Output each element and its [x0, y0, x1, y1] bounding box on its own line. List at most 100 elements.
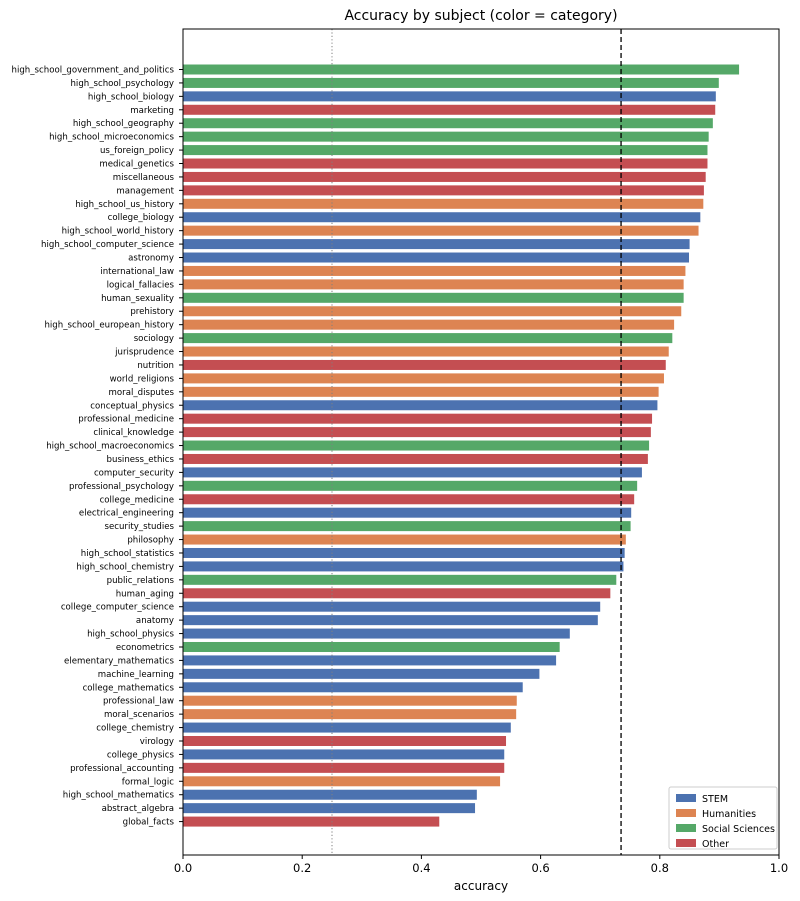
- bar-high_school_computer_science: [183, 239, 690, 250]
- y-tick-label: high_school_us_history: [75, 200, 174, 210]
- y-tick-label: high_school_chemistry: [76, 562, 174, 572]
- y-tick-label: econometrics: [116, 643, 175, 653]
- y-tick-label: college_mathematics: [83, 683, 175, 693]
- y-tick-label: anatomy: [136, 616, 174, 626]
- bar-high_school_government_and_politics: [183, 64, 740, 75]
- legend-label: Social Sciences: [702, 824, 775, 835]
- bar-public_relations: [183, 574, 617, 585]
- bar-professional_medicine: [183, 413, 653, 424]
- y-tick-label: sociology: [134, 334, 174, 344]
- bar-moral_disputes: [183, 386, 659, 397]
- y-tick-label: global_facts: [123, 818, 175, 828]
- bar-high_school_chemistry: [183, 561, 624, 572]
- bar-high_school_macroeconomics: [183, 440, 650, 451]
- bar-abstract_algebra: [183, 803, 476, 814]
- y-tick-label: professional_law: [103, 697, 174, 707]
- y-tick-label: public_relations: [107, 576, 175, 586]
- x-tick-label: 0.6: [531, 861, 549, 875]
- y-tick-label: electrical_engineering: [79, 509, 174, 519]
- y-tick-label: high_school_microeconomics: [49, 133, 174, 143]
- y-tick-label: management: [116, 186, 174, 196]
- bar-formal_logic: [183, 776, 501, 787]
- y-tick-label: high_school_physics: [87, 630, 174, 640]
- bar-miscellaneous: [183, 171, 706, 182]
- y-tick-label: high_school_biology: [88, 92, 174, 102]
- y-tick-label: high_school_macroeconomics: [46, 442, 174, 452]
- x-tick-label: 1.0: [770, 861, 788, 875]
- y-tick-label: logical_fallacies: [107, 280, 175, 290]
- legend-label: Other: [702, 839, 729, 850]
- y-tick-label: professional_psychology: [69, 482, 174, 492]
- legend-swatch-social-sciences: [676, 824, 696, 832]
- bar-college_computer_science: [183, 601, 601, 612]
- bar-elementary_mathematics: [183, 655, 557, 666]
- bar-professional_law: [183, 695, 517, 706]
- bar-high_school_mathematics: [183, 789, 477, 800]
- bar-logical_fallacies: [183, 279, 684, 290]
- bar-philosophy: [183, 534, 626, 545]
- bar-anatomy: [183, 615, 598, 626]
- x-tick-label: 0.8: [651, 861, 669, 875]
- y-tick-label: college_biology: [108, 213, 174, 223]
- bar-moral_scenarios: [183, 709, 517, 720]
- bar-sociology: [183, 333, 673, 344]
- y-tick-label: virology: [140, 737, 174, 747]
- y-tick-label: philosophy: [127, 536, 174, 546]
- x-axis-label: accuracy: [454, 879, 508, 893]
- x-axis-ticks: 0.0 0.2 0.4 0.6 0.8 1.0: [174, 855, 788, 875]
- bar-security_studies: [183, 521, 631, 532]
- bar-world_religions: [183, 373, 664, 384]
- y-tick-label: human_aging: [116, 589, 174, 599]
- bar-international_law: [183, 265, 686, 276]
- bar-electrical_engineering: [183, 507, 632, 518]
- y-tick-label: high_school_world_history: [62, 227, 174, 237]
- legend-swatch-other: [676, 839, 696, 847]
- y-tick-labels: high_school_government_and_politics high_…: [12, 66, 183, 828]
- legend-label: STEM: [702, 794, 728, 805]
- y-tick-label: professional_medicine: [78, 415, 174, 425]
- y-tick-label: marketing: [130, 106, 174, 116]
- y-tick-label: moral_scenarios: [104, 710, 174, 720]
- y-tick-label: conceptual_physics: [90, 401, 174, 411]
- bar-human_aging: [183, 588, 611, 599]
- y-tick-label: abstract_algebra: [102, 804, 174, 814]
- y-tick-label: business_ethics: [107, 455, 175, 465]
- bar-virology: [183, 736, 507, 746]
- bar-human_sexuality: [183, 292, 684, 303]
- legend-box: [668, 786, 778, 850]
- bar-global_facts: [183, 816, 440, 827]
- y-tick-label: jurisprudence: [114, 348, 174, 358]
- y-tick-label: college_medicine: [100, 495, 174, 505]
- y-tick-label: high_school_geography: [73, 119, 174, 129]
- bar-high_school_biology: [183, 91, 716, 102]
- y-tick-label: moral_disputes: [109, 388, 175, 398]
- y-tick-label: high_school_government_and_politics: [12, 66, 175, 76]
- bar-conceptual_physics: [183, 400, 658, 411]
- y-tick-label: college_computer_science: [61, 603, 174, 613]
- bar-computer_security: [183, 467, 642, 478]
- y-tick-label: astronomy: [128, 254, 174, 264]
- bar-high_school_physics: [183, 628, 570, 639]
- plot-frame: [182, 28, 780, 856]
- y-tick-label: high_school_european_history: [44, 321, 174, 331]
- y-tick-label: international_law: [100, 267, 174, 277]
- bar-prehistory: [183, 306, 682, 317]
- bar-high_school_world_history: [183, 225, 699, 236]
- bar-us_foreign_policy: [183, 145, 708, 156]
- bar-high_school_statistics: [183, 547, 625, 558]
- legend-swatch-humanities: [676, 809, 696, 817]
- legend-swatch-stem: [676, 794, 696, 802]
- y-tick-label: clinical_knowledge: [93, 428, 174, 438]
- y-tick-label: high_school_computer_science: [41, 240, 174, 250]
- bar-high_school_us_history: [183, 198, 704, 209]
- bar-econometrics: [183, 641, 560, 652]
- y-tick-label: high_school_mathematics: [63, 791, 175, 801]
- y-tick-label: elementary_mathematics: [64, 656, 174, 666]
- y-tick-label: nutrition: [137, 361, 174, 371]
- bar-management: [183, 185, 704, 196]
- bar-marketing: [183, 104, 716, 115]
- bar-high_school_european_history: [183, 319, 675, 330]
- y-tick-label: us_foreign_policy: [100, 146, 174, 156]
- y-tick-label: prehistory: [130, 307, 174, 317]
